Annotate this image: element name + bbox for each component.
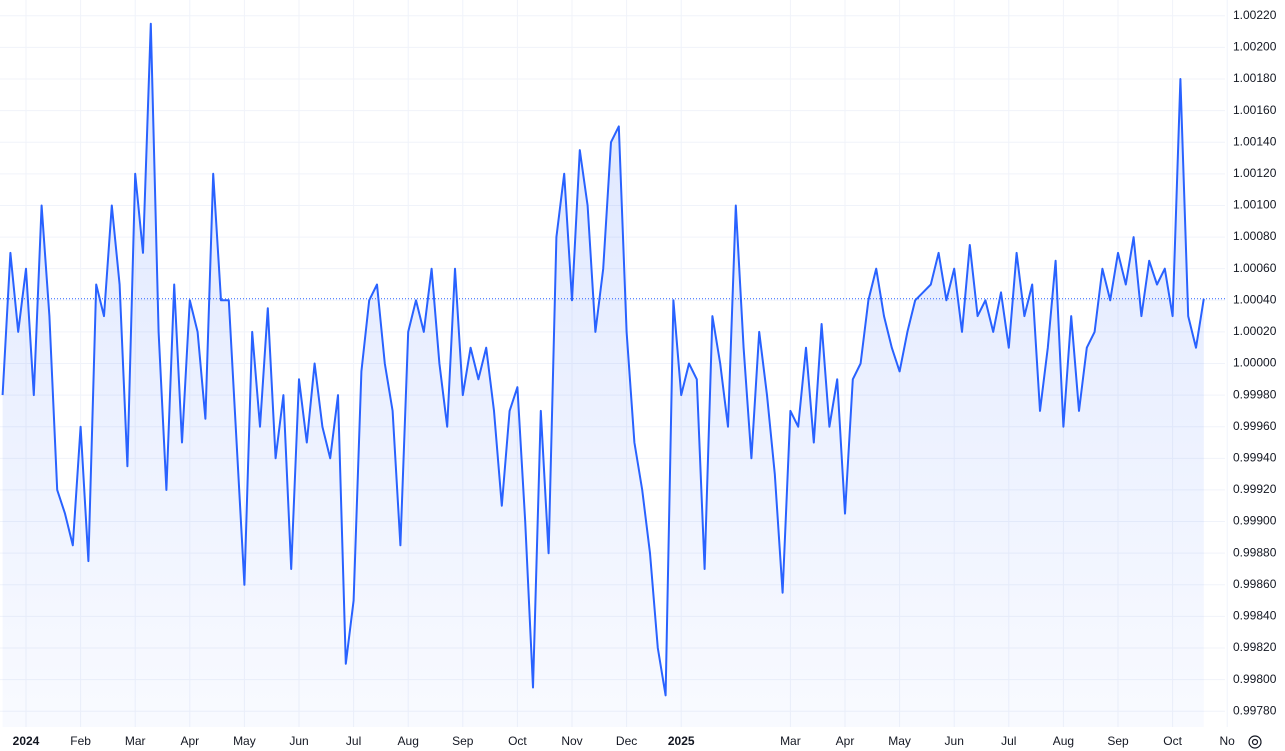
y-tick-label: 0.99920 (1233, 482, 1277, 496)
y-tick-label: 1.00020 (1233, 324, 1277, 338)
x-tick-label: Aug (1053, 734, 1074, 748)
y-tick-label: 1.00140 (1233, 134, 1277, 148)
x-tick-label: Sep (452, 734, 474, 748)
y-tick-label: 0.99980 (1233, 387, 1277, 401)
x-tick-label: Jun (289, 734, 308, 748)
x-tick-label: May (888, 734, 911, 748)
axes: 0.99780 0.99800 0.99820 0.99840 0.99860 0.998… (13, 8, 1277, 748)
y-tick-label: 0.99940 (1233, 450, 1277, 464)
settings-icon[interactable] (1248, 735, 1262, 749)
y-tick-label: 1.00180 (1233, 71, 1277, 85)
x-tick-label: No (1220, 734, 1236, 748)
y-tick-label: 1.00000 (1233, 356, 1277, 370)
y-tick-label: 1.00040 (1233, 292, 1277, 306)
x-tick-label: May (233, 734, 256, 748)
y-tick-label: 0.99840 (1233, 609, 1277, 623)
y-tick-label: 1.00220 (1233, 8, 1277, 22)
x-tick-label: 2025 (668, 734, 695, 748)
x-tick-label: 2024 (13, 734, 40, 748)
x-tick-label: Dec (616, 734, 637, 748)
y-tick-label: 1.00160 (1233, 103, 1277, 117)
x-tick-label: Oct (508, 734, 527, 748)
x-tick-label: Nov (561, 734, 582, 748)
y-tick-label: 0.99860 (1233, 577, 1277, 591)
plot (0, 22, 1225, 727)
x-tick-label: Feb (70, 734, 91, 748)
y-tick-label: 1.00100 (1233, 198, 1277, 212)
x-tick-label: Apr (180, 734, 199, 748)
x-tick-label: Jul (346, 734, 361, 748)
y-tick-label: 0.99780 (1233, 703, 1277, 717)
x-tick-label: Jul (1001, 734, 1016, 748)
y-tick-label: 1.00120 (1233, 166, 1277, 180)
price-line (1, 22, 1205, 697)
y-tick-label: 0.99880 (1233, 545, 1277, 559)
x-tick-label: Mar (780, 734, 801, 748)
x-tick-label: Jun (945, 734, 964, 748)
x-tick-label: Sep (1107, 734, 1129, 748)
x-tick-label: Mar (125, 734, 146, 748)
x-tick-label: Aug (398, 734, 419, 748)
y-tick-label: 1.00080 (1233, 229, 1277, 243)
x-tick-label: Oct (1163, 734, 1182, 748)
y-tick-label: 0.99900 (1233, 514, 1277, 528)
x-tick-label: Apr (836, 734, 855, 748)
y-tick-label: 1.00200 (1233, 40, 1277, 54)
y-tick-label: 0.99820 (1233, 640, 1277, 654)
y-tick-label: 1.00060 (1233, 261, 1277, 275)
y-tick-label: 0.99800 (1233, 672, 1277, 686)
area-fill (2, 23, 1204, 727)
y-tick-label: 0.99960 (1233, 419, 1277, 433)
